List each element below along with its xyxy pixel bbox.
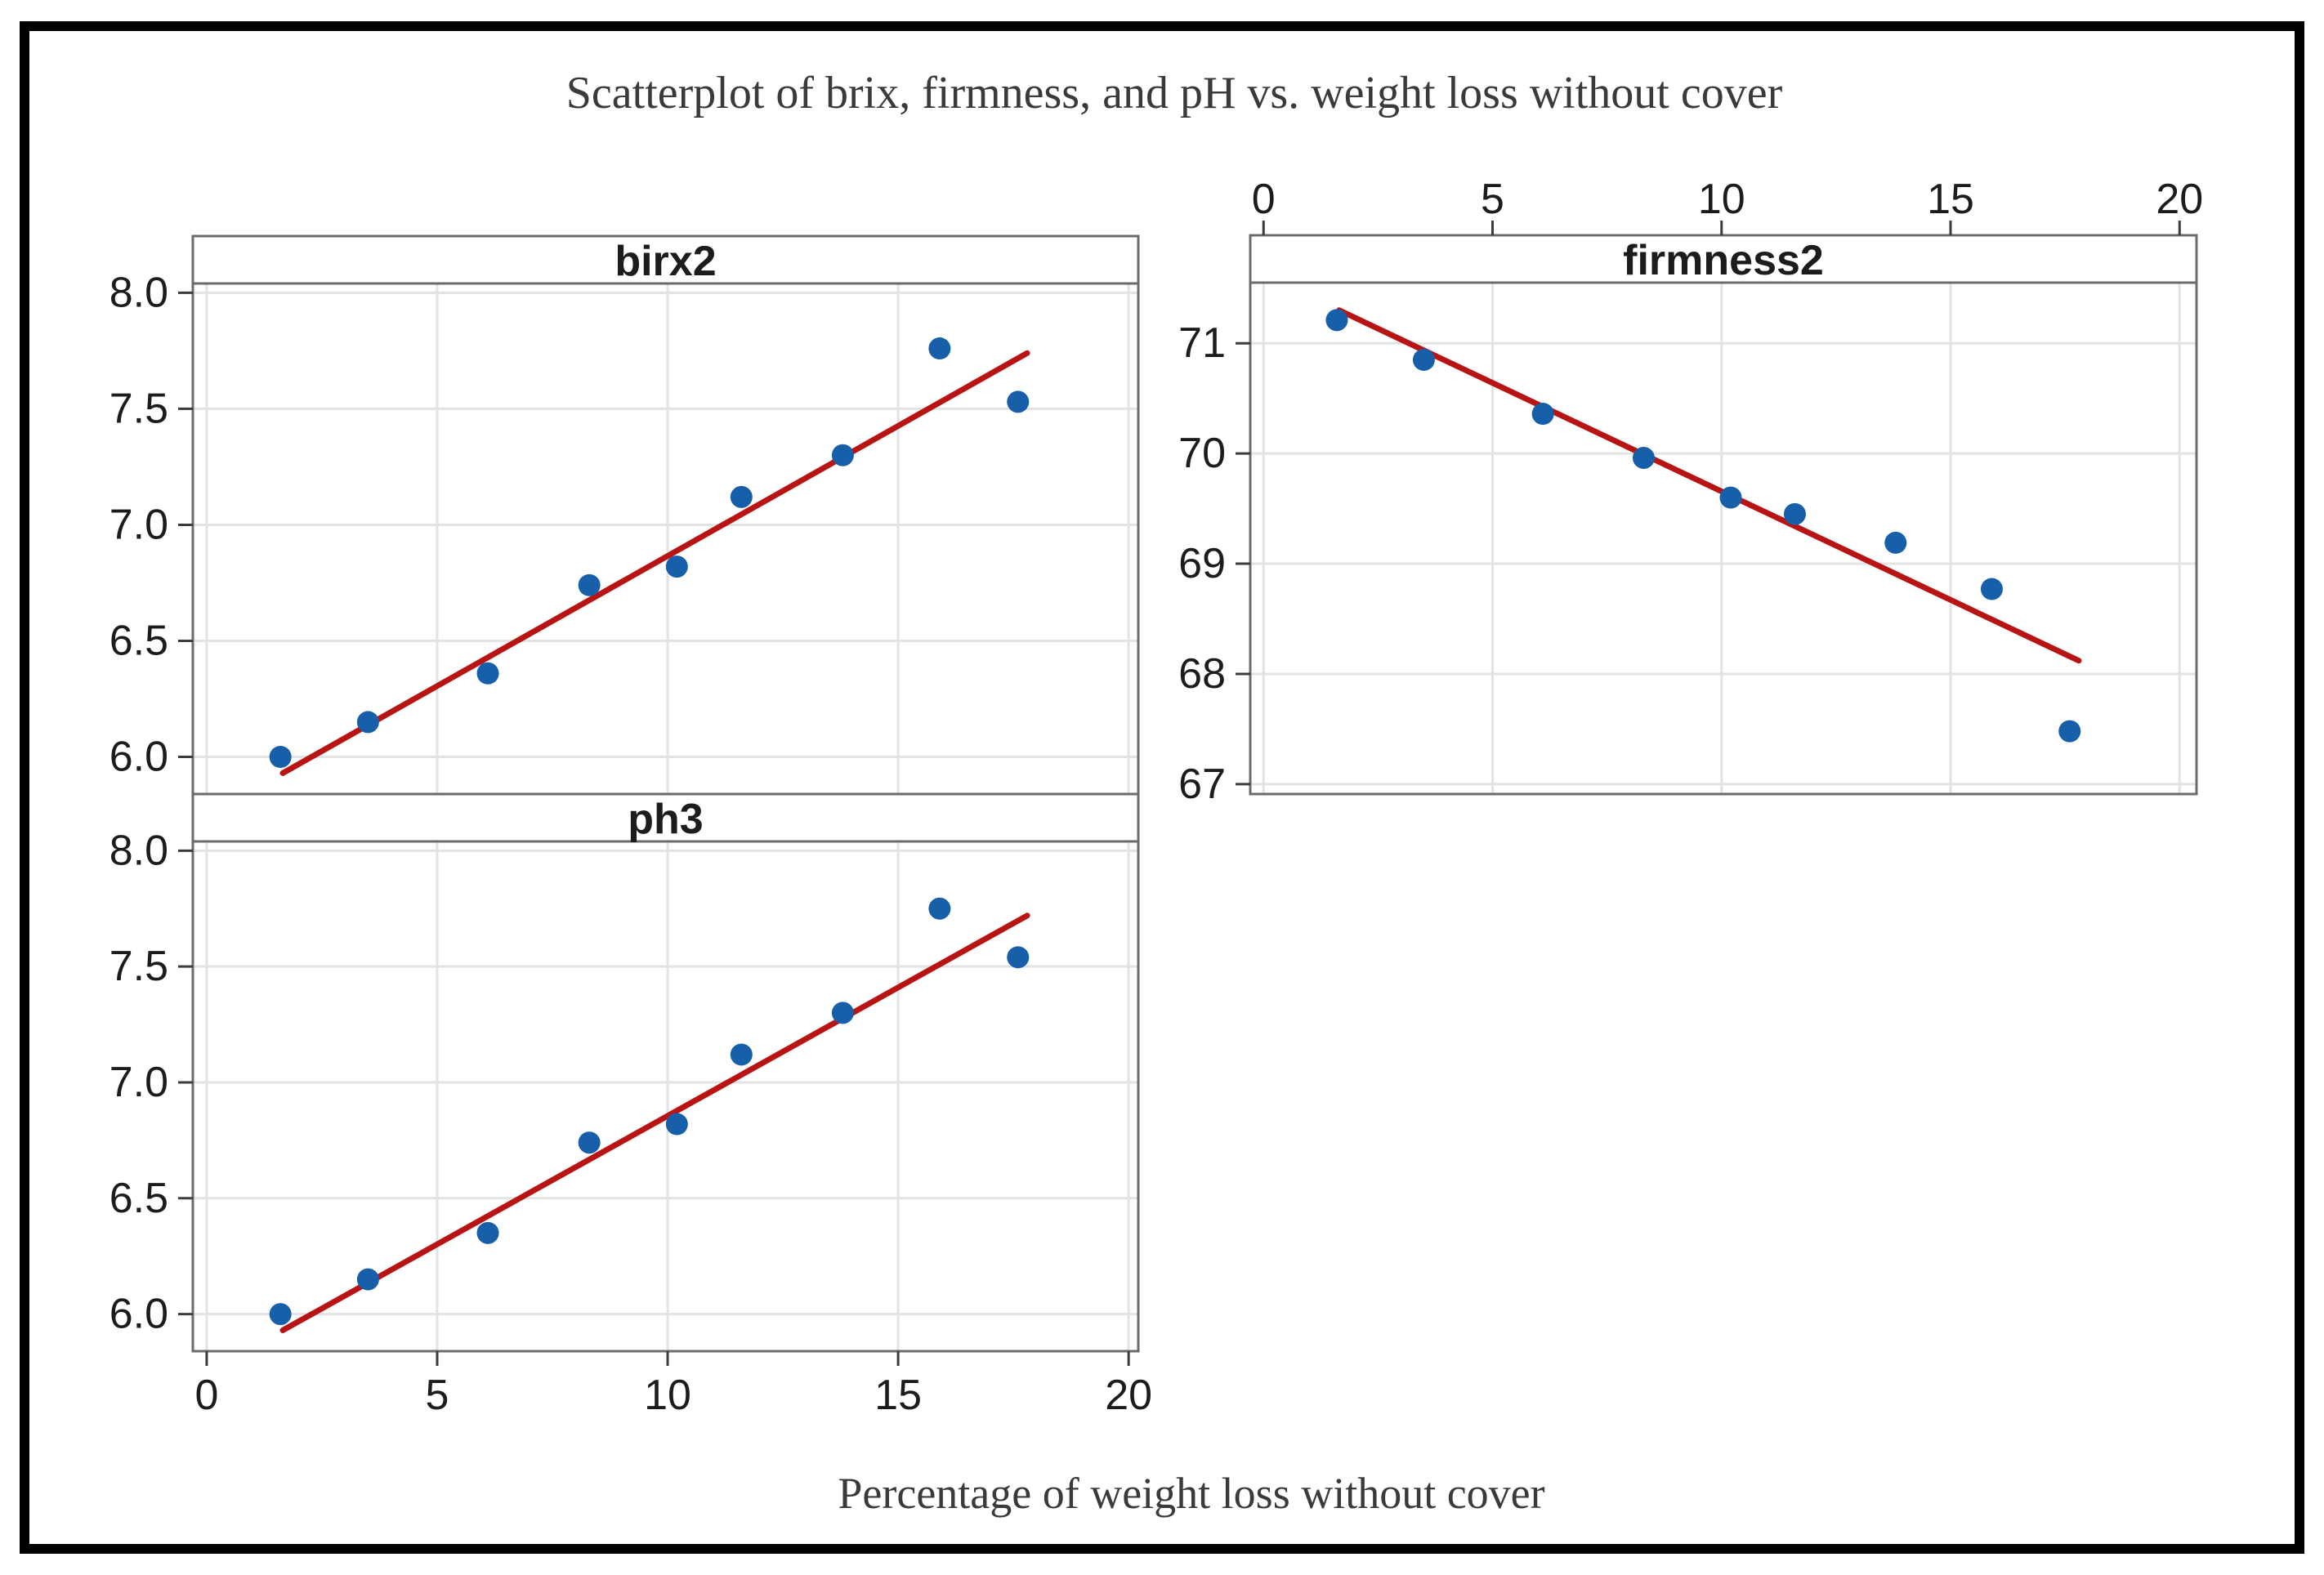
y-tick-label: 70 <box>1178 430 1226 477</box>
fit-line <box>279 912 1030 1333</box>
plot-area <box>193 841 1138 1351</box>
y-tick-label: 7.5 <box>109 385 168 432</box>
x-tick-label: 10 <box>1698 176 1745 223</box>
data-point <box>1412 348 1435 371</box>
data-point <box>665 555 688 578</box>
y-tick-label: 7.0 <box>109 1059 168 1106</box>
data-point <box>269 1303 292 1326</box>
figure-title: Scatterplot of brix, firmness, and pH vs… <box>565 68 1783 118</box>
data-point <box>831 444 854 466</box>
data-point <box>356 1268 379 1291</box>
data-point <box>1783 502 1806 525</box>
plot-area <box>1250 283 2197 794</box>
data-point <box>928 897 951 920</box>
data-point <box>1007 946 1030 969</box>
panel-firmness2: firmness2 71 70 69 68 67 0 5 10 15 20 <box>1178 176 2203 808</box>
y-tick-label: 6.0 <box>109 734 168 781</box>
data-point <box>476 1221 499 1244</box>
x-tick-label: 5 <box>1481 176 1504 223</box>
x-tick-label: 15 <box>874 1372 922 1419</box>
panel-title: birx2 <box>615 238 716 285</box>
x-tick-label: 0 <box>1252 176 1276 223</box>
data-point <box>578 573 601 596</box>
y-tick-label: 67 <box>1178 761 1226 808</box>
y-tick-label: 6.5 <box>109 1175 168 1222</box>
x-tick-label: 5 <box>426 1372 449 1419</box>
data-point <box>476 662 499 685</box>
data-point <box>665 1113 688 1136</box>
y-tick-label: 71 <box>1178 319 1226 367</box>
x-tick-label: 10 <box>644 1372 691 1419</box>
data-point <box>578 1131 601 1154</box>
data-point <box>831 1002 854 1024</box>
panel-title-band <box>1249 234 2198 284</box>
fit-line <box>279 350 1030 776</box>
data-point <box>1719 486 1742 509</box>
data-point <box>1325 309 1348 332</box>
y-tick-label: 6.5 <box>109 618 168 665</box>
panel-title-band <box>191 792 1140 843</box>
y-tick-label: 7.5 <box>109 943 168 990</box>
fit-line <box>1336 307 2082 664</box>
panel-title: firmness2 <box>1623 237 1824 284</box>
y-tick-label: 68 <box>1178 650 1226 698</box>
data-point <box>269 746 292 769</box>
data-point <box>1632 447 1655 470</box>
panel-birx2: birx2 8.0 7.5 7.0 6.5 6.0 <box>109 234 1140 796</box>
x-tick-label: 20 <box>2156 176 2203 223</box>
data-point <box>730 485 753 508</box>
panel-title-band <box>191 234 1140 285</box>
data-point <box>1531 403 1554 426</box>
x-axis-title: Percentage of weight loss without cover <box>838 1469 1545 1518</box>
y-tick-label: 7.0 <box>109 501 168 548</box>
panel-title: ph3 <box>628 796 703 843</box>
y-tick-label: 6.0 <box>109 1291 168 1338</box>
data-point <box>928 337 951 360</box>
y-tick-label: 69 <box>1178 540 1226 587</box>
data-point <box>1007 390 1030 413</box>
data-point <box>2058 720 2081 743</box>
data-point <box>356 711 379 734</box>
data-point <box>1884 531 1907 554</box>
y-tick-label: 8.0 <box>109 269 168 316</box>
plot-area <box>193 283 1138 794</box>
data-point <box>1980 578 2003 600</box>
data-point <box>730 1043 753 1066</box>
panel-ph3: ph3 8.0 7.5 7.0 6.5 6.0 0 5 10 15 20 <box>109 792 1152 1419</box>
y-tick-label: 8.0 <box>109 827 168 874</box>
x-tick-label: 0 <box>194 1372 218 1419</box>
x-tick-label: 15 <box>1927 176 1974 223</box>
x-tick-label: 20 <box>1105 1372 1152 1419</box>
